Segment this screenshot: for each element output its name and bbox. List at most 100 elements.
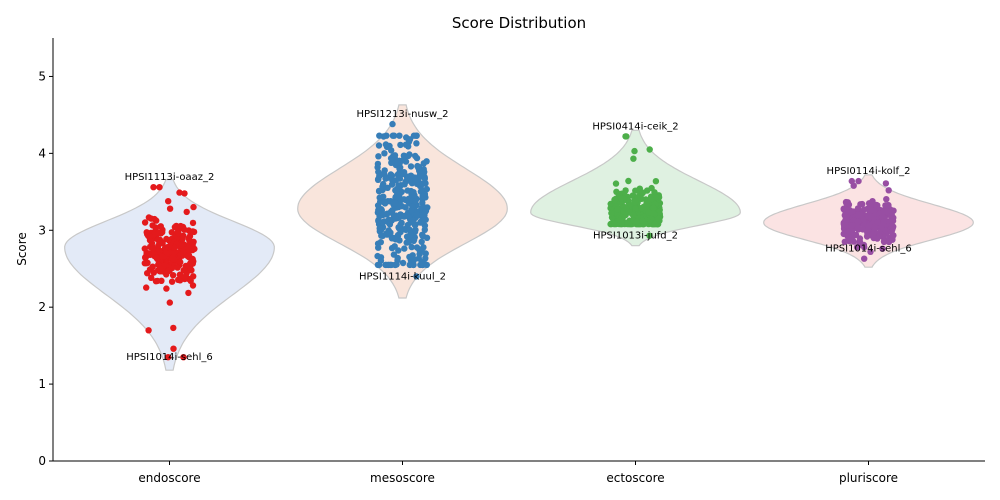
data-point-endoscore [141, 245, 148, 252]
data-point-mesoscore [397, 141, 404, 149]
data-point-endoscore [177, 251, 184, 259]
annotation-label: HPSI0114i-kolf_2 [827, 166, 911, 177]
outlier-point-pluriscore [848, 177, 855, 185]
data-point-ectoscore [631, 198, 639, 206]
data-point-ectoscore [639, 217, 646, 224]
outlier-point-endoscore [164, 354, 172, 361]
data-point-pluriscore [842, 213, 850, 221]
data-point-mesoscore [392, 177, 400, 184]
data-point-mesoscore [393, 261, 400, 268]
data-point-mesoscore [376, 132, 383, 139]
data-point-endoscore [185, 289, 192, 297]
data-point-mesoscore [382, 261, 389, 269]
data-point-pluriscore [888, 222, 896, 230]
x-tick-label-endoscore: endoscore [138, 471, 200, 485]
data-point-ectoscore [624, 220, 631, 228]
data-point-mesoscore [388, 181, 396, 188]
data-point-endoscore [183, 270, 190, 277]
data-point-endoscore [189, 219, 197, 227]
data-point-endoscore [144, 259, 151, 266]
data-point-endoscore [171, 244, 178, 251]
annotation-label: HPSI1113i-oaaz_2 [125, 172, 215, 183]
data-point-endoscore [149, 222, 156, 229]
data-point-mesoscore [421, 226, 428, 233]
data-point-mesoscore [375, 153, 382, 160]
outlier-point-pluriscore [882, 180, 890, 187]
data-point-pluriscore [848, 222, 855, 229]
data-point-pluriscore [845, 228, 852, 235]
data-point-mesoscore [387, 171, 394, 178]
data-point-mesoscore [392, 199, 399, 207]
data-point-mesoscore [413, 211, 421, 218]
data-point-endoscore [175, 230, 182, 237]
data-point-ectoscore [617, 195, 624, 202]
data-point-mesoscore [400, 196, 408, 203]
data-point-mesoscore [396, 132, 403, 139]
data-point-mesoscore [423, 261, 430, 269]
data-point-mesoscore [380, 170, 388, 178]
data-point-mesoscore [397, 221, 404, 228]
points-layer [141, 120, 897, 361]
data-point-mesoscore [400, 169, 408, 176]
y-tick-label: 5 [38, 69, 46, 83]
data-point-mesoscore [419, 180, 426, 188]
annotation-label: HPSI1013i-jufd_2 [593, 231, 678, 242]
data-point-mesoscore [412, 152, 419, 160]
data-point-endoscore [157, 223, 164, 230]
data-point-endoscore [179, 235, 186, 243]
data-point-endoscore [165, 198, 172, 205]
data-point-pluriscore [869, 198, 876, 205]
data-point-pluriscore [867, 213, 875, 220]
data-point-mesoscore [412, 197, 419, 205]
data-point-pluriscore [860, 241, 868, 249]
data-point-mesoscore [380, 193, 387, 200]
data-point-mesoscore [376, 212, 383, 220]
annotation-label: HPSI1213i-nusw_2 [356, 109, 448, 120]
outlier-point-endoscore [170, 345, 177, 352]
data-point-mesoscore [392, 215, 399, 222]
annotation-label: HPSI1114i-kuul_2 [359, 271, 446, 282]
outlier-point-endoscore [166, 299, 173, 306]
extreme-point-mesoscore [389, 120, 396, 128]
data-point-endoscore [161, 244, 169, 252]
data-point-endoscore [153, 217, 160, 224]
data-point-pluriscore [844, 199, 851, 206]
data-point-mesoscore [395, 182, 402, 189]
outlier-point-ectoscore [631, 147, 638, 155]
data-point-pluriscore [856, 241, 863, 248]
data-point-mesoscore [393, 159, 401, 166]
data-point-mesoscore [390, 251, 398, 258]
data-point-ectoscore [611, 220, 618, 228]
outlier-point-endoscore [150, 184, 157, 191]
data-point-mesoscore [376, 225, 383, 232]
data-point-mesoscore [375, 217, 382, 225]
data-point-endoscore [157, 265, 164, 273]
data-point-mesoscore [391, 243, 398, 250]
outlier-point-pluriscore [885, 187, 892, 194]
data-point-mesoscore [387, 208, 395, 215]
data-point-endoscore [153, 254, 160, 261]
data-point-mesoscore [419, 232, 426, 240]
data-point-mesoscore [391, 152, 399, 159]
data-point-mesoscore [419, 199, 426, 206]
data-point-ectoscore [611, 196, 619, 204]
data-point-pluriscore [874, 219, 881, 226]
data-point-mesoscore [374, 202, 382, 209]
data-point-ectoscore [616, 216, 624, 224]
extreme-point-endoscore [180, 354, 187, 361]
data-point-mesoscore [423, 185, 430, 193]
data-point-mesoscore [389, 132, 397, 139]
data-point-mesoscore [378, 232, 385, 239]
data-point-endoscore [149, 263, 156, 270]
outlier-point-ectoscore [630, 155, 637, 162]
x-ticks: endoscore mesoscore ectoscore pluriscore [138, 461, 898, 485]
data-point-endoscore [173, 222, 180, 230]
data-point-mesoscore [409, 252, 416, 259]
data-point-endoscore [146, 237, 154, 244]
data-point-endoscore [176, 277, 184, 284]
outlier-point-endoscore [181, 190, 188, 197]
data-point-ectoscore [633, 218, 640, 225]
data-point-mesoscore [409, 217, 416, 224]
data-point-mesoscore [380, 180, 387, 188]
data-point-endoscore [183, 208, 190, 216]
